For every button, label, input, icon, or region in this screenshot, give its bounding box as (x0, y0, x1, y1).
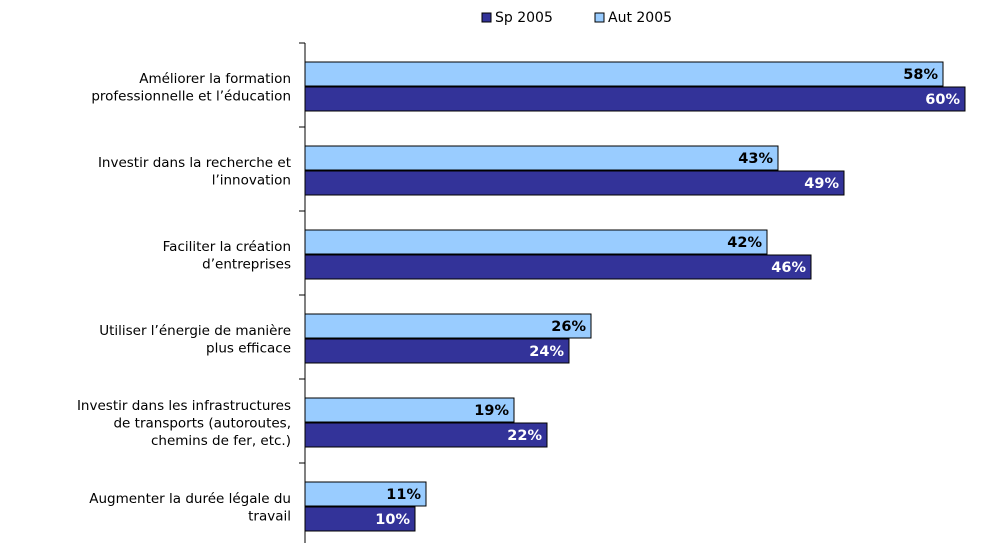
y-axis (299, 42, 306, 543)
bar-aut-2005 (304, 313, 592, 339)
bar-aut-2005 (304, 61, 944, 87)
legend-swatch-sp-2005 (481, 12, 492, 23)
bar-sp-2005 (304, 422, 548, 448)
legend: Sp 2005 Aut 2005 (481, 10, 672, 26)
bar-sp-2005 (304, 338, 570, 364)
bar-aut-2005 (304, 145, 779, 171)
data-label: 58% (903, 67, 938, 83)
data-label: 24% (529, 344, 564, 360)
data-label: 22% (507, 428, 542, 444)
category-labels: Améliorer la formation professionnelle et… (77, 71, 291, 525)
data-label: 26% (551, 319, 586, 335)
category-label: Améliorer la formation professionnelle et… (91, 71, 291, 105)
data-label: 60% (925, 92, 960, 108)
category-label: Augmenter la durée légale du travail (89, 491, 291, 525)
category-label: Utiliser l’énergie de manière plus effica… (99, 323, 291, 357)
data-label: 11% (386, 487, 421, 503)
bar-sp-2005 (304, 86, 966, 112)
bar-sp-2005 (304, 170, 845, 196)
bar-aut-2005 (304, 481, 427, 507)
category-label: Investir dans les infrastructures de tran… (77, 398, 291, 449)
category-label: Faciliter la création d’entreprises (163, 239, 291, 273)
legend-swatch-aut-2005 (594, 12, 605, 23)
data-label: 19% (474, 403, 509, 419)
legend-label-sp-2005: Sp 2005 (495, 10, 553, 26)
bar-aut-2005 (304, 229, 768, 255)
bar-sp-2005 (304, 506, 416, 532)
data-label: 43% (738, 151, 773, 167)
data-label: 10% (375, 512, 410, 528)
bar-sp-2005 (304, 254, 812, 280)
data-label: 46% (771, 260, 806, 276)
legend-label-aut-2005: Aut 2005 (608, 10, 672, 26)
bar-aut-2005 (304, 397, 515, 423)
category-label: Investir dans la recherche et l’innovatio… (98, 155, 291, 189)
data-label: 49% (804, 176, 839, 192)
bars: 58% 60% 43% 49% 42% 46% 26% 24% 19% 22% 11% 10% (304, 61, 966, 532)
data-label: 42% (727, 235, 762, 251)
